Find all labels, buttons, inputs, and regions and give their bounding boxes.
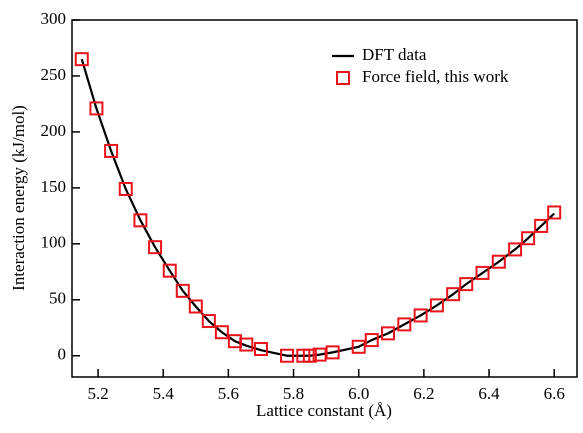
y-tick-label: 150 <box>41 177 67 196</box>
square-marker <box>534 218 549 233</box>
square-marker <box>364 333 379 348</box>
y-axis-label: Interaction energy (kJ/mol) <box>9 105 28 291</box>
square-marker <box>351 339 366 354</box>
square-marker <box>547 205 562 220</box>
x-tick-label: 6.6 <box>544 384 565 403</box>
square-marker <box>188 299 203 314</box>
legend-marker <box>336 71 350 85</box>
square-marker <box>508 242 523 257</box>
x-tick-label: 5.2 <box>87 384 108 403</box>
y-tick-label: 200 <box>41 121 67 140</box>
square-marker <box>162 263 177 278</box>
x-tick-label: 6.0 <box>348 384 369 403</box>
square-marker <box>381 326 396 341</box>
square-marker <box>413 308 428 323</box>
y-tick-label: 50 <box>49 289 66 308</box>
square-marker <box>459 277 474 292</box>
x-tick-label: 5.4 <box>153 384 175 403</box>
square-marker <box>325 345 340 360</box>
square-marker <box>491 254 506 269</box>
legend-label: DFT data <box>362 45 427 64</box>
y-tick-label: 250 <box>41 65 67 84</box>
square-marker <box>74 52 89 67</box>
square-marker <box>446 287 461 302</box>
x-tick-label: 5.6 <box>218 384 239 403</box>
square-marker <box>429 298 444 313</box>
y-tick-label: 300 <box>41 9 67 28</box>
square-marker <box>239 337 254 352</box>
x-axis-label: Lattice constant (Å) <box>256 401 392 420</box>
square-marker <box>201 314 216 329</box>
square-marker <box>280 348 295 363</box>
x-tick-label: 5.8 <box>283 384 304 403</box>
square-marker <box>133 213 148 228</box>
square-marker <box>104 143 119 158</box>
square-marker <box>253 342 268 357</box>
plot-frame <box>71 19 578 378</box>
square-marker <box>302 348 317 363</box>
square-marker <box>175 283 190 298</box>
square-marker <box>214 325 229 340</box>
square-marker <box>475 265 490 280</box>
square-marker <box>312 347 327 362</box>
y-tick-label: 0 <box>58 345 67 364</box>
x-tick-label: 6.2 <box>413 384 434 403</box>
line-series <box>80 58 555 357</box>
square-marker <box>521 231 536 246</box>
legend-label: Force field, this work <box>362 67 509 86</box>
square-marker <box>118 181 133 196</box>
square-marker <box>397 317 412 332</box>
x-tick-label: 6.4 <box>478 384 500 403</box>
square-marker <box>148 240 163 255</box>
y-tick-label: 100 <box>41 233 67 252</box>
square-marker <box>89 101 104 116</box>
